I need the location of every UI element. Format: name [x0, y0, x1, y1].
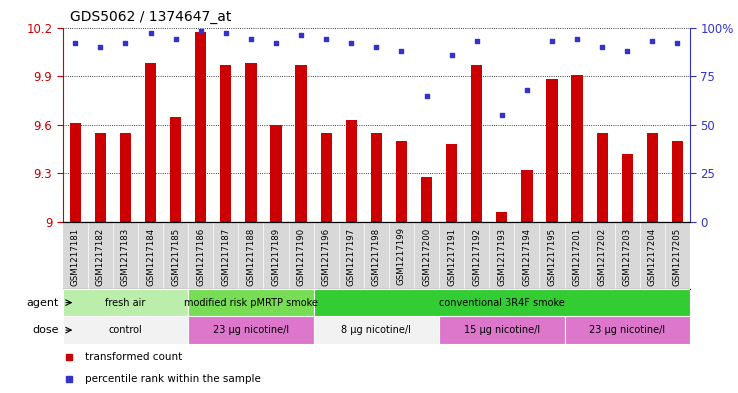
Point	[295, 32, 307, 39]
Text: 8 μg nicotine/l: 8 μg nicotine/l	[342, 325, 411, 335]
Bar	[188, 316, 314, 344]
Bar	[220, 65, 232, 222]
Bar	[565, 316, 690, 344]
Text: GSM1217201: GSM1217201	[573, 228, 582, 286]
Point	[421, 92, 432, 99]
Text: GSM1217205: GSM1217205	[673, 228, 682, 286]
Text: conventional 3R4F smoke: conventional 3R4F smoke	[439, 298, 565, 308]
Point	[596, 44, 608, 50]
Text: GSM1217204: GSM1217204	[648, 228, 657, 286]
Text: GSM1217197: GSM1217197	[347, 228, 356, 286]
Bar	[145, 63, 156, 222]
Bar	[596, 133, 608, 222]
Point	[220, 30, 232, 37]
Text: GSM1217188: GSM1217188	[246, 228, 255, 286]
Bar	[345, 120, 357, 222]
Bar	[672, 141, 683, 222]
Bar	[63, 289, 188, 316]
Bar	[646, 133, 658, 222]
Text: modified risk pMRTP smoke: modified risk pMRTP smoke	[184, 298, 318, 308]
Point	[120, 40, 131, 46]
Text: percentile rank within the sample: percentile rank within the sample	[85, 374, 261, 384]
Text: transformed count: transformed count	[85, 351, 182, 362]
Bar	[188, 289, 314, 316]
Text: GSM1217190: GSM1217190	[297, 228, 306, 286]
Point	[245, 36, 257, 42]
Point	[621, 48, 633, 54]
Bar	[439, 316, 565, 344]
Text: fresh air: fresh air	[106, 298, 145, 308]
Point	[69, 40, 81, 46]
Bar	[69, 123, 81, 222]
Bar	[621, 154, 633, 222]
Bar	[270, 125, 282, 222]
Bar	[471, 65, 483, 222]
Text: GSM1217195: GSM1217195	[548, 228, 556, 286]
Bar	[314, 316, 439, 344]
Point	[646, 38, 658, 44]
Bar	[94, 133, 106, 222]
Bar	[546, 79, 558, 222]
Point	[320, 36, 332, 42]
Text: GSM1217199: GSM1217199	[397, 228, 406, 285]
Point	[521, 86, 533, 93]
Text: GSM1217203: GSM1217203	[623, 228, 632, 286]
Text: GSM1217185: GSM1217185	[171, 228, 180, 286]
Text: GSM1217193: GSM1217193	[497, 228, 506, 286]
Bar	[421, 177, 432, 222]
Bar	[245, 63, 257, 222]
Point	[94, 44, 106, 50]
Bar	[195, 32, 207, 222]
Text: GSM1217181: GSM1217181	[71, 228, 80, 286]
Text: GSM1217202: GSM1217202	[598, 228, 607, 286]
Bar	[295, 65, 307, 222]
Text: GSM1217200: GSM1217200	[422, 228, 431, 286]
Point	[195, 28, 207, 35]
Text: GSM1217187: GSM1217187	[221, 228, 230, 286]
Point	[370, 44, 382, 50]
Point	[446, 51, 458, 58]
Text: GSM1217184: GSM1217184	[146, 228, 155, 286]
Bar	[63, 316, 188, 344]
Bar	[314, 289, 690, 316]
Text: 15 μg nicotine/l: 15 μg nicotine/l	[463, 325, 540, 335]
Bar	[521, 170, 533, 222]
Point	[471, 38, 483, 44]
Point	[496, 112, 508, 118]
Text: GSM1217183: GSM1217183	[121, 228, 130, 286]
Text: GSM1217196: GSM1217196	[322, 228, 331, 286]
Text: dose: dose	[32, 325, 59, 335]
Text: GSM1217189: GSM1217189	[272, 228, 280, 286]
Bar	[170, 117, 182, 222]
Bar	[320, 133, 332, 222]
Text: GSM1217182: GSM1217182	[96, 228, 105, 286]
Text: GSM1217191: GSM1217191	[447, 228, 456, 286]
Bar	[446, 144, 458, 222]
Point	[345, 40, 357, 46]
Point	[571, 36, 583, 42]
Text: GSM1217194: GSM1217194	[523, 228, 531, 286]
Bar	[396, 141, 407, 222]
Point	[672, 40, 683, 46]
Point	[170, 36, 182, 42]
Bar	[496, 212, 508, 222]
Text: GSM1217192: GSM1217192	[472, 228, 481, 286]
Text: GDS5062 / 1374647_at: GDS5062 / 1374647_at	[70, 9, 232, 24]
Bar	[120, 133, 131, 222]
Point	[270, 40, 282, 46]
Text: GSM1217186: GSM1217186	[196, 228, 205, 286]
Text: GSM1217198: GSM1217198	[372, 228, 381, 286]
Point	[145, 30, 156, 37]
Text: 23 μg nicotine/l: 23 μg nicotine/l	[589, 325, 666, 335]
Text: control: control	[108, 325, 142, 335]
Text: agent: agent	[27, 298, 59, 308]
Point	[546, 38, 558, 44]
Point	[396, 48, 407, 54]
Bar	[571, 75, 583, 222]
Text: 23 μg nicotine/l: 23 μg nicotine/l	[213, 325, 289, 335]
Bar	[370, 133, 382, 222]
